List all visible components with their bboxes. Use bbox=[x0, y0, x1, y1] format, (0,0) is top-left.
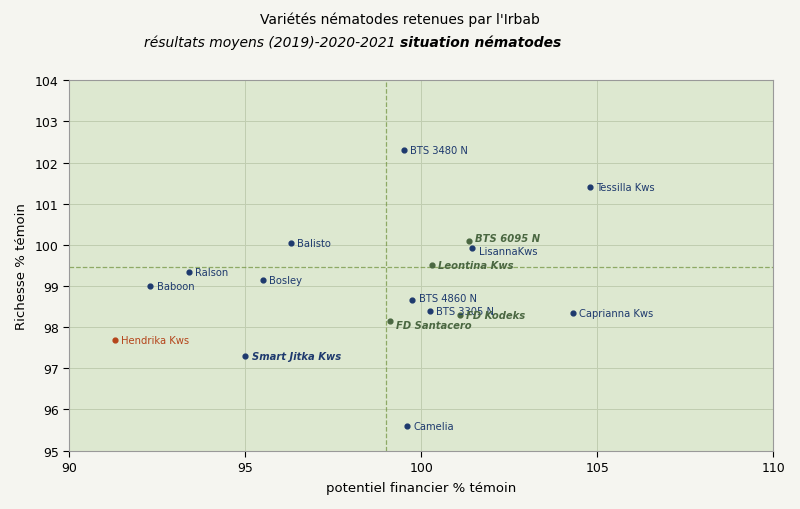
Point bbox=[406, 297, 418, 305]
Text: Tessilla Kws: Tessilla Kws bbox=[597, 183, 655, 193]
Point bbox=[285, 239, 298, 247]
Point bbox=[383, 317, 396, 325]
Text: Ralson: Ralson bbox=[195, 267, 229, 277]
Text: BTS 3480 N: BTS 3480 N bbox=[410, 146, 468, 156]
Y-axis label: Richesse % témoin: Richesse % témoin bbox=[15, 203, 28, 329]
Text: Bosley: Bosley bbox=[269, 275, 302, 285]
Text: Smart Jitka Kws: Smart Jitka Kws bbox=[251, 351, 341, 361]
Text: Camelia: Camelia bbox=[414, 421, 454, 431]
Point bbox=[182, 268, 195, 276]
Point bbox=[426, 262, 438, 270]
Text: FD Santacero: FD Santacero bbox=[396, 321, 471, 330]
Text: résultats moyens (2019)-2020-2021: résultats moyens (2019)-2020-2021 bbox=[144, 36, 400, 50]
Text: Hendrika Kws: Hendrika Kws bbox=[122, 335, 190, 345]
Text: Leontina Kws: Leontina Kws bbox=[438, 261, 514, 271]
Point bbox=[584, 184, 597, 192]
Text: Balisto: Balisto bbox=[298, 238, 331, 248]
Point bbox=[397, 147, 410, 155]
Text: FD Kodeks: FD Kodeks bbox=[466, 310, 526, 320]
Point bbox=[401, 422, 414, 430]
Text: situation nématodes: situation nématodes bbox=[400, 36, 562, 49]
Text: Baboon: Baboon bbox=[157, 281, 194, 292]
Text: BTS 4860 N: BTS 4860 N bbox=[418, 294, 477, 304]
Text: Variétés nématodes retenues par l'Irbab: Variétés nématodes retenues par l'Irbab bbox=[260, 13, 540, 27]
Point bbox=[109, 336, 122, 344]
Text: BTS 3305 N: BTS 3305 N bbox=[436, 306, 494, 316]
Point bbox=[423, 307, 436, 315]
Text: BTS 6095 N: BTS 6095 N bbox=[475, 234, 540, 244]
Point bbox=[454, 311, 466, 319]
Point bbox=[239, 352, 252, 360]
Text: Caprianna Kws: Caprianna Kws bbox=[579, 308, 653, 318]
Point bbox=[257, 276, 270, 285]
Text: LisannaKws: LisannaKws bbox=[478, 246, 537, 256]
Point bbox=[462, 237, 475, 245]
Point bbox=[566, 309, 579, 317]
Point bbox=[466, 244, 478, 252]
X-axis label: potentiel financier % témoin: potentiel financier % témoin bbox=[326, 481, 516, 494]
Point bbox=[144, 282, 157, 291]
